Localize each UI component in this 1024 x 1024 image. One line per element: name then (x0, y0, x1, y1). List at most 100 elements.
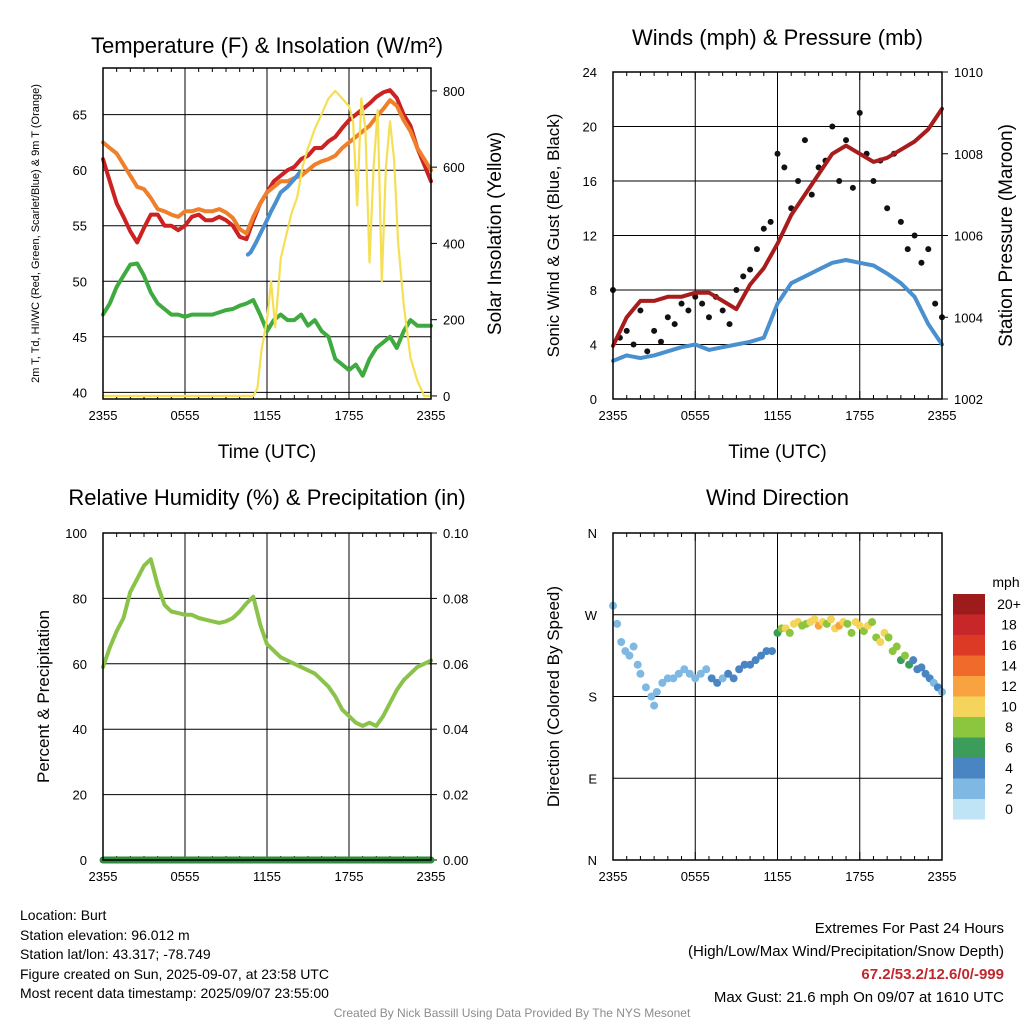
direction-point (647, 692, 656, 701)
plot-frame (102, 67, 432, 400)
direction-point (691, 674, 700, 683)
y-axis-label: 2m T, Td, HI/WC (Red, Green, Scarlet/Blu… (30, 84, 42, 383)
y2-tick-label: 0.02 (443, 788, 468, 803)
gust-point (801, 137, 808, 144)
y-tick-label: S (588, 690, 597, 705)
colorbar-label: 10 (1001, 699, 1017, 715)
gust-point (657, 338, 664, 345)
y-tick-label: 0 (80, 853, 87, 868)
y-tick-label: 60 (73, 657, 87, 672)
gust-point (836, 178, 843, 184)
direction-point (740, 660, 749, 669)
y-tick-label: 4 (590, 338, 597, 353)
direction-point (735, 665, 744, 674)
y2-tick-label: 1002 (954, 392, 983, 407)
gust-point (911, 232, 918, 239)
direction-point (909, 656, 918, 665)
x-tick-label: 0555 (171, 869, 200, 884)
x-tick-label: 2355 (928, 408, 957, 423)
y2-tick-label: 1010 (954, 65, 983, 80)
gust-point (637, 307, 644, 314)
direction-point (718, 674, 727, 683)
colorbar-label: 20+ (997, 596, 1021, 612)
extremes-subtitle: (High/Low/Max Wind/Precipitation/Snow De… (688, 943, 1004, 960)
direction-point (625, 651, 634, 660)
colorbar-label: 4 (1005, 760, 1013, 776)
heat-index-wind-chill-line (245, 170, 302, 257)
station-pressure-line (611, 106, 944, 348)
y-tick-label: 20 (583, 120, 597, 135)
y2-axis-label: Solar Insolation (Yellow) (485, 132, 506, 335)
y-tick-label: 65 (73, 108, 87, 123)
gust-point (760, 225, 767, 232)
direction-point (629, 642, 638, 651)
x-tick-label: 2355 (599, 408, 628, 423)
direction-point (636, 669, 645, 678)
direction-point (917, 663, 926, 672)
gust-point (808, 191, 815, 198)
direction-point (613, 619, 622, 628)
gust-point (705, 314, 712, 321)
y-tick-label: 40 (73, 385, 87, 400)
x-tick-label: 2355 (417, 408, 446, 423)
gust-point (843, 137, 850, 144)
colorbar-swatch (953, 799, 985, 820)
station-latlon: Station lat/lon: 43.317; -78.749 (20, 946, 211, 962)
direction-point (633, 660, 642, 669)
gust-point (733, 287, 740, 293)
gust-point (932, 300, 939, 307)
panel-title: Winds (mph) & Pressure (mb) (632, 25, 923, 50)
x-tick-label: 2355 (89, 408, 118, 423)
colorbar-swatch (953, 655, 985, 676)
direction-point (669, 674, 678, 683)
direction-point (724, 669, 733, 678)
colorbar-swatch (953, 737, 985, 758)
temperature-panel: Temperature (F) & Insolation (W/m²) 2355 0… (30, 33, 506, 463)
direction-point (785, 628, 794, 637)
direction-point (617, 638, 626, 646)
y-tick-label: 100 (65, 526, 87, 541)
gust-point (644, 348, 651, 355)
y2-tick-label: 200 (443, 313, 465, 328)
colorbar-label: 18 (1001, 617, 1017, 633)
gust-point (664, 314, 671, 321)
x-tick-label: 1155 (253, 869, 281, 884)
y-tick-label: 24 (583, 65, 597, 80)
direction-point (641, 683, 650, 692)
gust-point (870, 178, 877, 184)
y-axis-label: Sonic Wind & Gust (Blue, Black) (544, 114, 563, 358)
gust-point (884, 205, 891, 212)
direction-point (757, 651, 766, 660)
y-tick-label: 0 (590, 392, 597, 407)
direction-point (713, 678, 722, 687)
gust-point (623, 327, 630, 334)
colorbar-swatch (953, 696, 985, 717)
extremes-values: 67.2/53.2/12.6/0/-999 (861, 966, 1004, 983)
panel-title: Relative Humidity (%) & Precipitation (i… (68, 485, 465, 510)
gust-point (795, 178, 802, 184)
x-tick-label: 0555 (681, 869, 710, 884)
gust-point (685, 307, 692, 314)
direction-point (702, 665, 711, 674)
relative-humidity-line (101, 557, 433, 728)
colorbar-label: 16 (1001, 637, 1017, 653)
credit-line: Created By Nick Bassill Using Data Provi… (333, 1006, 691, 1020)
y-tick-label: E (588, 771, 597, 786)
gust-point (740, 273, 747, 280)
station-elevation: Station elevation: 96.012 m (20, 926, 190, 943)
x-tick-label: 2355 (928, 869, 957, 884)
gust-point (925, 246, 932, 253)
gust-point (671, 321, 678, 328)
y2-tick-label: 800 (443, 84, 465, 99)
y-tick-label: 55 (73, 219, 87, 234)
y-axis-label: Direction (Colored By Speed) (544, 586, 563, 807)
colorbar-label: 0 (1005, 801, 1013, 817)
y-tick-label: 45 (73, 330, 87, 345)
direction-point (674, 669, 683, 678)
direction-point (900, 651, 909, 660)
direction-point (746, 660, 755, 669)
y2-tick-label: 0.10 (443, 526, 468, 541)
y2-tick-label: 0.08 (443, 591, 468, 606)
x-axis-label: Time (UTC) (218, 442, 317, 463)
